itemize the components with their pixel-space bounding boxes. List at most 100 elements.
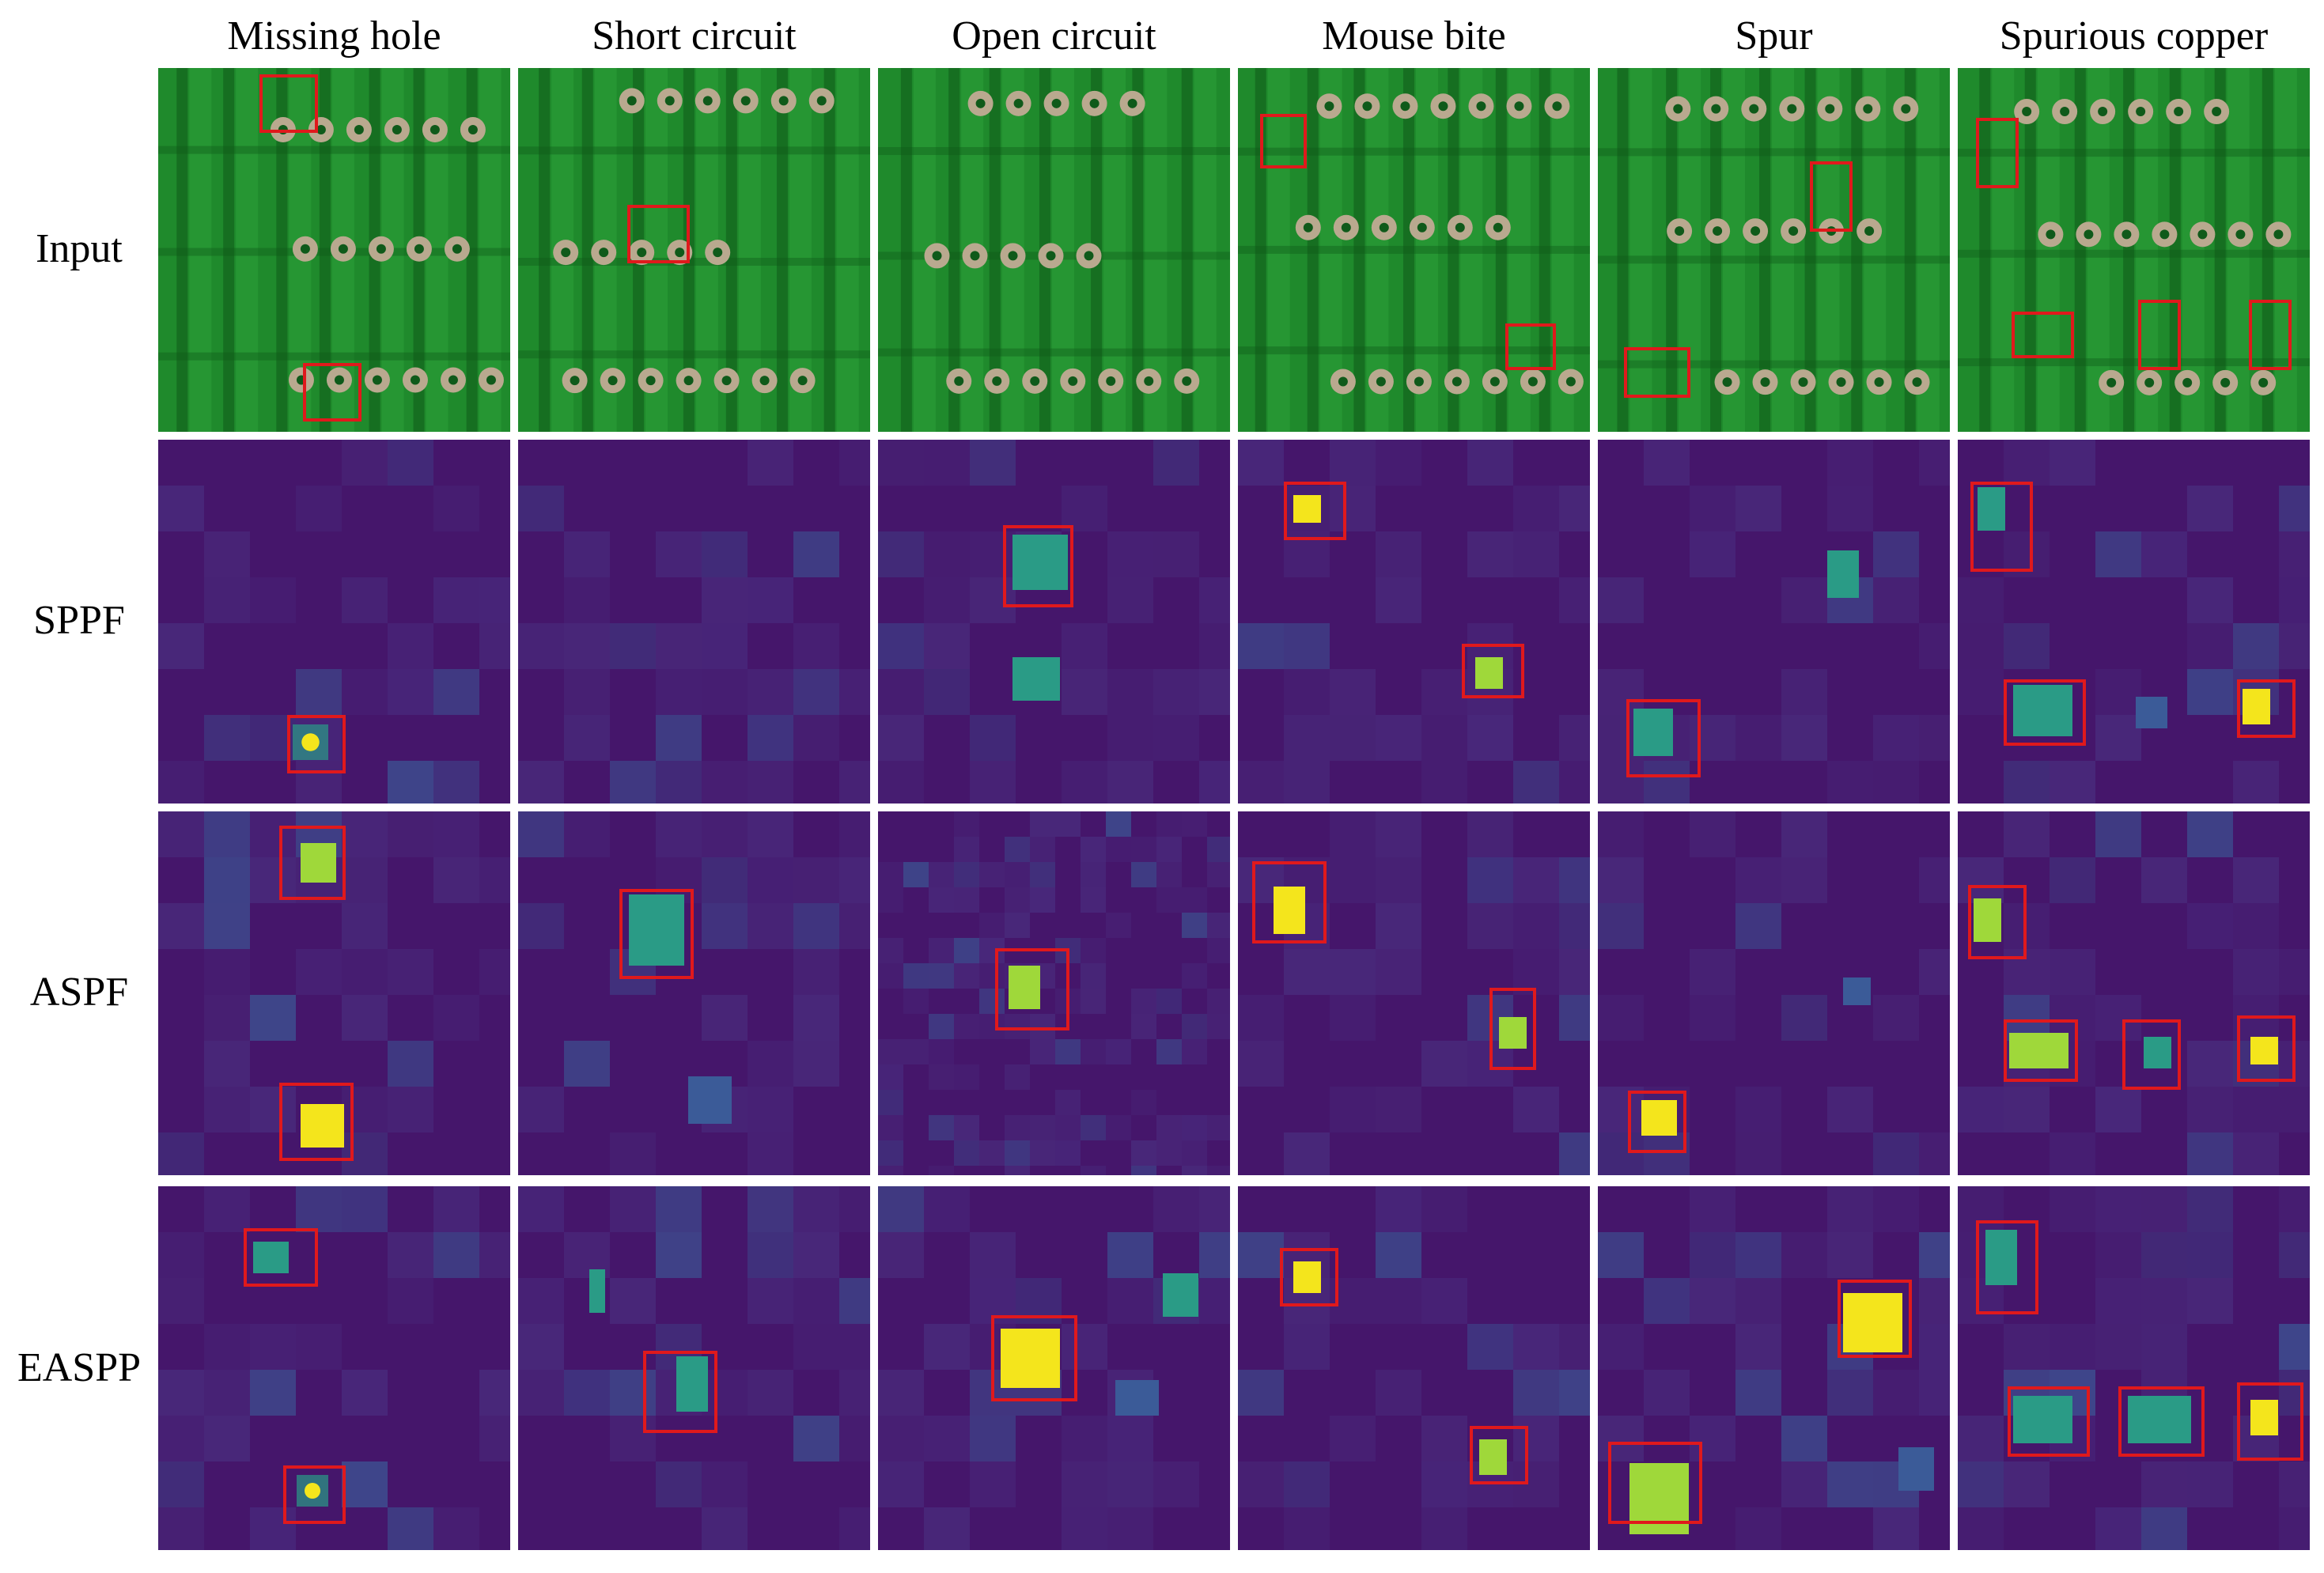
defect-box xyxy=(2004,679,2086,746)
panel-easpp-missing-hole xyxy=(158,1186,510,1550)
panel-sppf-short-circuit xyxy=(518,440,870,804)
heatmap-image xyxy=(878,440,1230,804)
heatmap-image xyxy=(878,1186,1230,1550)
heatmap-image xyxy=(1238,811,1590,1175)
defect-box xyxy=(244,1228,318,1287)
defect-box xyxy=(2237,679,2296,738)
defect-box xyxy=(2249,300,2292,370)
heatmap-image xyxy=(1958,440,2310,804)
defect-box xyxy=(991,1315,1077,1401)
defect-box xyxy=(287,715,346,773)
defect-box xyxy=(279,826,346,900)
panel-aspf-short-circuit xyxy=(518,811,870,1175)
defect-box xyxy=(2237,1015,2296,1082)
panel-easpp-short-circuit xyxy=(518,1186,870,1550)
panel-sppf-open-circuit xyxy=(878,440,1230,804)
panel-sppf-missing-hole xyxy=(158,440,510,804)
defect-box xyxy=(2012,312,2074,358)
defect-box xyxy=(259,74,318,133)
heatmap-image xyxy=(158,440,510,804)
defect-box xyxy=(1976,118,2019,188)
defect-box xyxy=(1462,644,1524,698)
panel-aspf-open-circuit xyxy=(878,811,1230,1175)
heatmap-image xyxy=(158,1186,510,1550)
col-header-short-circuit: Short circuit xyxy=(592,13,797,59)
row-header-sppf: SPPF xyxy=(33,598,125,643)
defect-box xyxy=(1280,1248,1338,1306)
defect-box xyxy=(1260,114,1307,168)
defect-box xyxy=(1810,161,1853,232)
pcb-image xyxy=(1598,68,1950,432)
heatmap-image xyxy=(518,440,870,804)
defect-box xyxy=(1976,1220,2038,1314)
pcb-image xyxy=(158,68,510,432)
panel-easpp-mouse-bite xyxy=(1238,1186,1590,1550)
heatmap-image xyxy=(1238,1186,1590,1550)
col-header-mouse-bite: Mouse bite xyxy=(1322,13,1506,59)
defect-box xyxy=(2122,1019,2181,1090)
panel-sppf-mouse-bite xyxy=(1238,440,1590,804)
defect-box xyxy=(1626,699,1701,777)
pcb-image xyxy=(1238,68,1590,432)
defect-box xyxy=(2118,1386,2205,1457)
defect-box xyxy=(2004,1019,2078,1082)
defect-box xyxy=(1489,988,1536,1070)
panel-input-missing-hole xyxy=(158,68,510,432)
heatmap-image xyxy=(1598,1186,1950,1550)
pcb-image xyxy=(518,68,870,432)
col-header-open-circuit: Open circuit xyxy=(952,13,1156,59)
panel-input-spurious-copper xyxy=(1958,68,2310,432)
defect-box xyxy=(1970,482,2033,572)
defect-box xyxy=(1284,482,1346,540)
panel-aspf-spur xyxy=(1598,811,1950,1175)
col-header-spurious-copper: Spurious copper xyxy=(1999,13,2269,59)
panel-input-spur xyxy=(1598,68,1950,432)
heatmap-image xyxy=(878,811,1230,1175)
row-header-easpp: EASPP xyxy=(17,1345,142,1390)
defect-box xyxy=(283,1465,346,1524)
panel-sppf-spurious-copper xyxy=(1958,440,2310,804)
pcb-image xyxy=(1958,68,2310,432)
panel-aspf-spurious-copper xyxy=(1958,811,2310,1175)
defect-box xyxy=(619,889,694,979)
defect-box xyxy=(1252,861,1327,943)
heatmap-image xyxy=(1958,1186,2310,1550)
panel-easpp-open-circuit xyxy=(878,1186,1230,1550)
defect-box xyxy=(1968,885,2027,959)
defect-box xyxy=(1838,1280,1912,1358)
heatmap-image xyxy=(518,811,870,1175)
heatmap-image xyxy=(1958,811,2310,1175)
row-header-input: Input xyxy=(36,226,123,271)
heatmap-image xyxy=(1598,811,1950,1175)
panel-input-short-circuit xyxy=(518,68,870,432)
panel-aspf-missing-hole xyxy=(158,811,510,1175)
col-header-spur: Spur xyxy=(1735,13,1813,59)
heatmap-image xyxy=(158,811,510,1175)
defect-box xyxy=(1608,1442,1702,1524)
panel-sppf-spur xyxy=(1598,440,1950,804)
defect-box xyxy=(1624,347,1690,398)
defect-box xyxy=(1003,525,1073,607)
heatmap-image xyxy=(1238,440,1590,804)
defect-box xyxy=(995,948,1069,1030)
panel-input-open-circuit xyxy=(878,68,1230,432)
heatmap-image xyxy=(1598,440,1950,804)
panel-easpp-spur xyxy=(1598,1186,1950,1550)
panel-aspf-mouse-bite xyxy=(1238,811,1590,1175)
defect-box xyxy=(1505,323,1556,370)
panel-easpp-spurious-copper xyxy=(1958,1186,2310,1550)
heatmap-image xyxy=(518,1186,870,1550)
defect-box xyxy=(279,1083,354,1161)
defect-box xyxy=(2008,1386,2090,1457)
defect-box xyxy=(2138,300,2181,370)
defect-box xyxy=(627,205,690,263)
col-header-missing-hole: Missing hole xyxy=(227,13,441,59)
defect-box xyxy=(303,363,361,422)
pcb-image xyxy=(878,68,1230,432)
defect-box xyxy=(1470,1426,1528,1484)
defect-box xyxy=(643,1351,717,1433)
row-header-aspf: ASPF xyxy=(29,970,129,1015)
defect-box xyxy=(2237,1382,2303,1461)
defect-box xyxy=(1628,1091,1686,1153)
panel-input-mouse-bite xyxy=(1238,68,1590,432)
